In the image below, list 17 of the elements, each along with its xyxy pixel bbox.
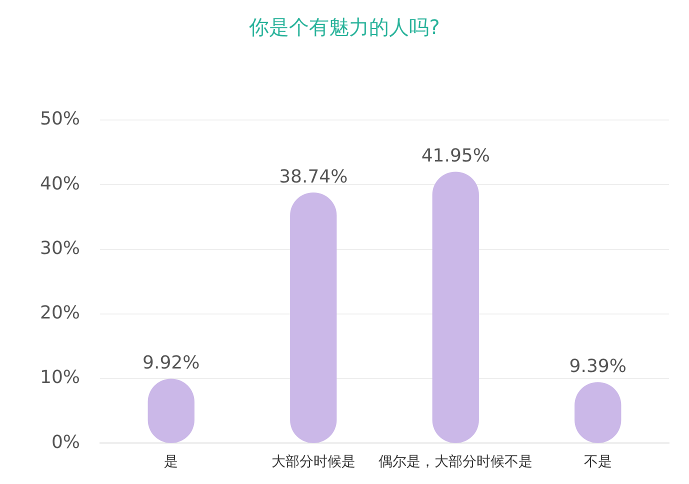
y-tick-label: 50% (40, 108, 80, 130)
bar (290, 192, 337, 444)
x-tick-label: 大部分时候是 (271, 454, 356, 470)
chart-title: 你是个有魅力的人吗? (248, 14, 441, 41)
x-tick-label: 不是 (584, 454, 612, 470)
data-label: 38.74% (279, 166, 348, 188)
data-label: 9.92% (142, 352, 200, 374)
x-tick-label: 是 (164, 454, 178, 470)
y-tick-label: 0% (51, 432, 80, 453)
y-tick-label: 20% (40, 302, 80, 324)
data-label: 9.39% (569, 356, 626, 378)
y-tick-label: 10% (40, 367, 80, 388)
y-tick-label: 40% (40, 173, 80, 194)
data-label: 41.95% (421, 146, 490, 167)
x-tick-label: 偶尔是，大部分时候不是 (378, 454, 533, 470)
bar (432, 172, 479, 444)
y-tick-label: 30% (40, 238, 80, 259)
